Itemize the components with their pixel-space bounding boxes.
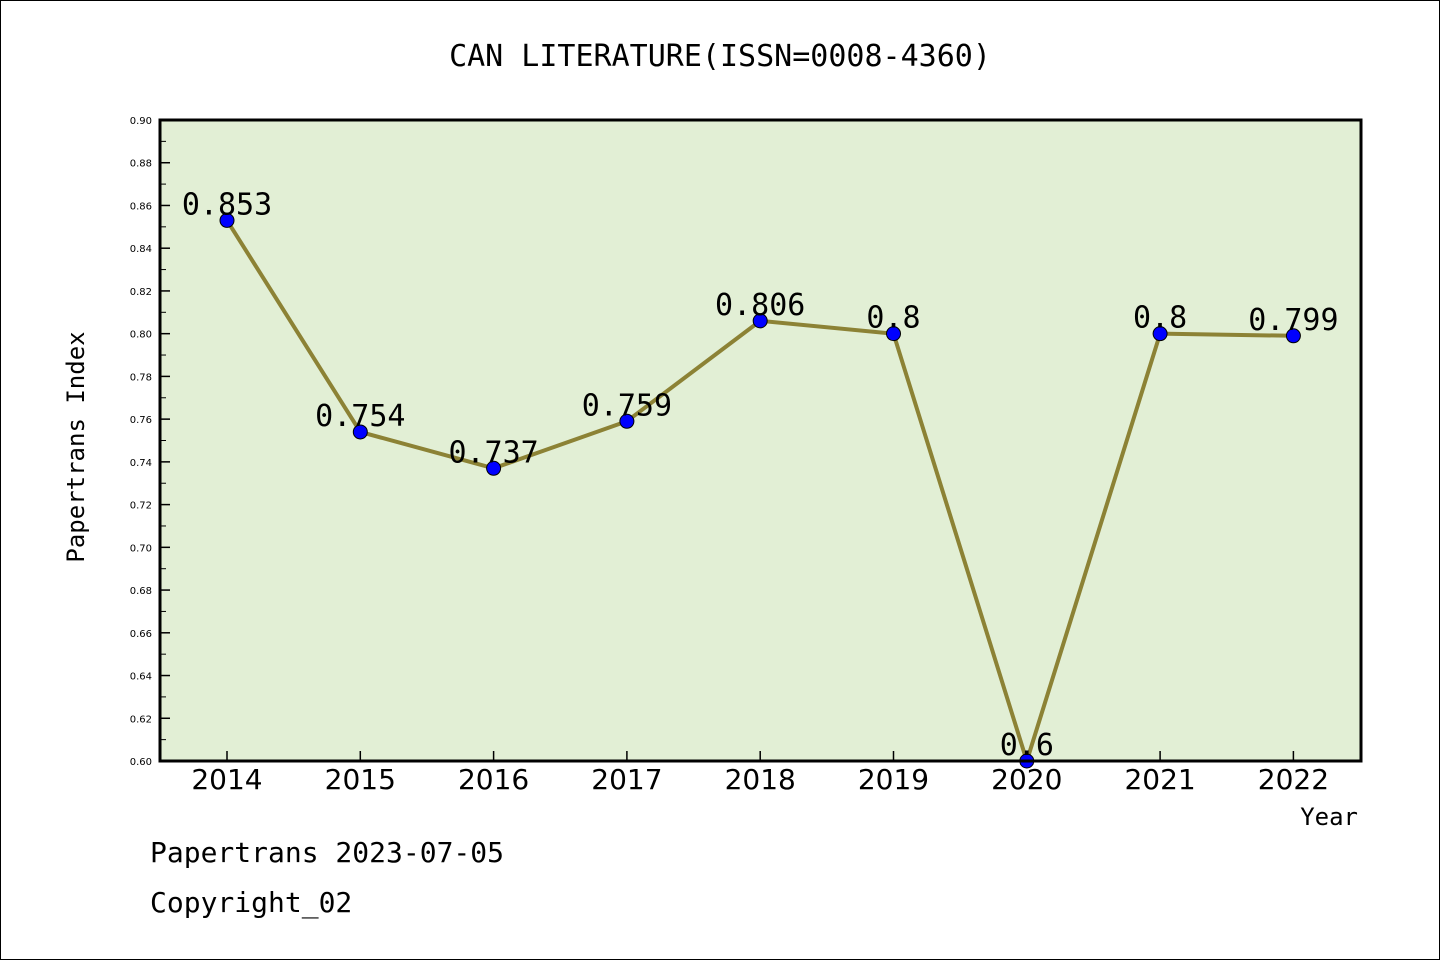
y-tick-label: 0.86	[130, 201, 152, 212]
y-tick-label: 0.72	[130, 501, 152, 512]
data-point	[619, 413, 635, 429]
data-label: 0.8	[1133, 301, 1187, 336]
x-tick-label: 2021	[1124, 763, 1195, 796]
y-tick-label: 0.66	[130, 629, 152, 640]
x-tick-label: 2017	[591, 763, 662, 796]
x-tick-label: 2019	[858, 763, 929, 796]
data-label: 0.6	[1000, 728, 1054, 763]
y-tick-label: 0.84	[130, 244, 152, 255]
y-tick-label: 0.74	[130, 458, 152, 469]
x-tick-label: 2015	[325, 763, 396, 796]
y-tick-label: 0.80	[130, 330, 152, 341]
y-tick-label: 0.68	[130, 586, 152, 597]
chart-title: CAN LITERATURE(ISSN=0008-4360)	[449, 39, 991, 74]
data-point	[352, 424, 368, 440]
data-label: 0.759	[582, 388, 672, 423]
data-labels: 0.853 0.754 0.737 0.759 0.806 0.8 0.6 0.8 0.799	[182, 187, 1339, 763]
x-axis: 2014 2015 2016 2017 2018 2019 2020 2021 2022	[191, 751, 1329, 796]
y-tick-label: 0.90	[130, 116, 152, 127]
footer-source: Papertrans 2023-07-05	[150, 836, 505, 869]
footer-copyright: Copyright_02	[150, 886, 353, 919]
plot-area	[160, 120, 1361, 761]
x-tick-label: 2014	[191, 763, 262, 796]
y-tick-label: 0.62	[130, 714, 152, 725]
y-tick-label: 0.70	[130, 543, 152, 554]
data-label: 0.806	[715, 288, 805, 323]
data-point	[1152, 326, 1168, 342]
data-point	[752, 313, 768, 329]
data-label: 0.853	[182, 187, 272, 222]
x-tick-label: 2018	[725, 763, 796, 796]
data-label: 0.799	[1248, 303, 1338, 338]
y-tick-label: 0.88	[130, 159, 152, 170]
y-tick-label: 0.82	[130, 287, 152, 298]
y-tick-label: 0.64	[130, 672, 152, 683]
x-tick-label: 2016	[458, 763, 529, 796]
data-label: 0.8	[866, 301, 920, 336]
y-axis: 0.60 0.62 0.64 0.66 0.68 0.70 0.72 0.74 0.76 0.78…	[130, 116, 170, 768]
data-point	[886, 326, 901, 342]
plot-border	[158, 118, 1363, 763]
y-tick-label: 0.60	[130, 757, 152, 768]
data-label: 0.754	[315, 399, 405, 434]
x-axis-label: Year	[1300, 803, 1358, 831]
data-markers	[219, 212, 1301, 769]
y-tick-label: 0.76	[130, 415, 152, 426]
data-point	[486, 460, 502, 476]
data-point	[219, 212, 235, 228]
data-point	[1285, 328, 1301, 344]
y-tick-label: 0.78	[130, 372, 152, 383]
x-tick-label: 2022	[1258, 763, 1329, 796]
y-axis-label: Papertrans Index	[62, 331, 90, 562]
data-label: 0.737	[448, 435, 538, 470]
